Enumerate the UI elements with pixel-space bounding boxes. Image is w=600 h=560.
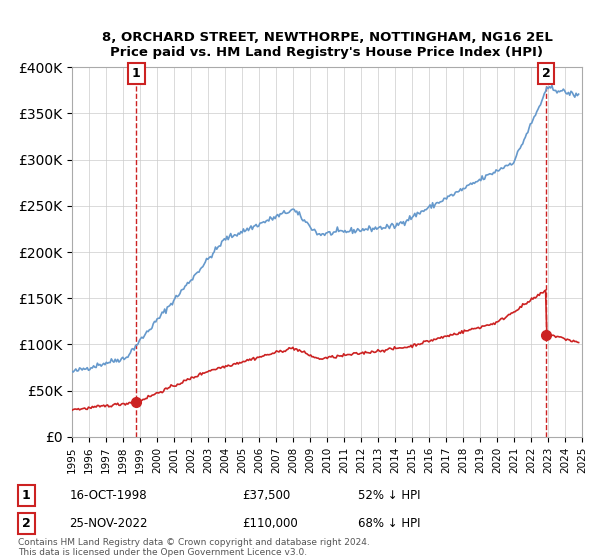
Text: 2: 2: [542, 67, 551, 80]
Title: 8, ORCHARD STREET, NEWTHORPE, NOTTINGHAM, NG16 2EL
Price paid vs. HM Land Regist: 8, ORCHARD STREET, NEWTHORPE, NOTTINGHAM…: [101, 31, 553, 59]
Text: 1: 1: [22, 489, 31, 502]
Text: 16-OCT-1998: 16-OCT-1998: [70, 489, 147, 502]
Text: £37,500: £37,500: [242, 489, 290, 502]
Text: £110,000: £110,000: [242, 517, 298, 530]
Text: 52% ↓ HPI: 52% ↓ HPI: [358, 489, 420, 502]
Text: 25-NOV-2022: 25-NOV-2022: [70, 517, 148, 530]
Text: 1: 1: [132, 67, 141, 80]
Text: 68% ↓ HPI: 68% ↓ HPI: [358, 517, 420, 530]
Text: 2: 2: [22, 517, 31, 530]
Text: Contains HM Land Registry data © Crown copyright and database right 2024.
This d: Contains HM Land Registry data © Crown c…: [18, 538, 370, 557]
